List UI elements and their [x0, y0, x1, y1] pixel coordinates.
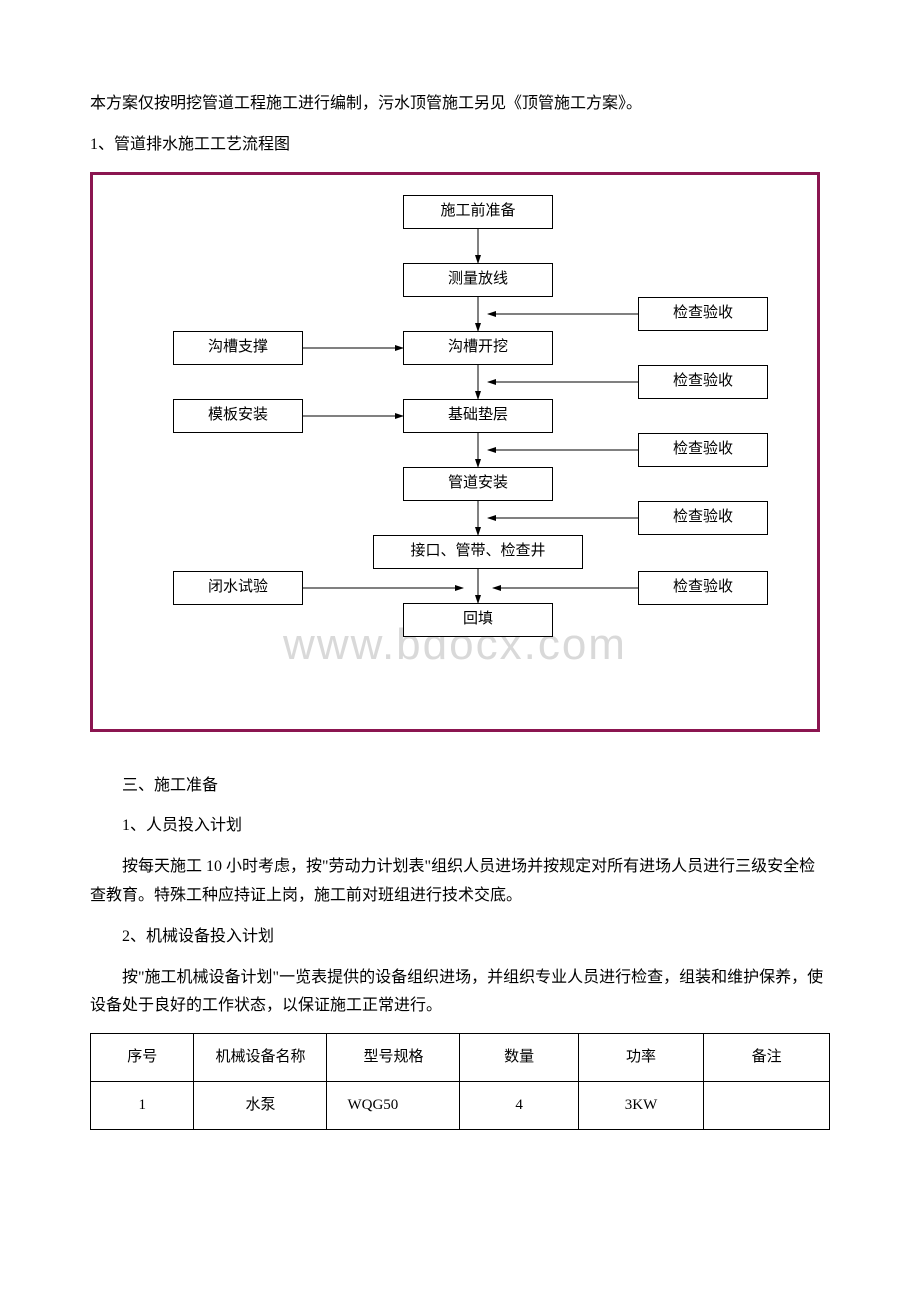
col-seq: 序号 [91, 1034, 194, 1082]
cell-power: 3KW [578, 1082, 704, 1130]
intro-paragraph: 本方案仅按明挖管道工程施工进行编制，污水顶管施工另见《顶管施工方案》。 [90, 90, 830, 119]
flow-node-survey: 测量放线 [403, 263, 553, 297]
flow-node-inspect-5: 检查验收 [638, 571, 768, 605]
flow-node-inspect-3: 检查验收 [638, 433, 768, 467]
cell-remark [704, 1082, 830, 1130]
section3-heading: 三、施工准备 [90, 772, 830, 801]
section3-2-body: 按"施工机械设备计划"一览表提供的设备组织进场，并组织专业人员进行检查，组装和维… [90, 964, 830, 1022]
col-power: 功率 [578, 1034, 704, 1082]
cell-model: WQG50 [327, 1082, 460, 1130]
flow-node-pipe: 管道安装 [403, 467, 553, 501]
flow-node-joint: 接口、管带、检查井 [373, 535, 583, 569]
flowchart-container: www.bdocx.com 施工前准备 测量放线 沟槽开挖 基础垫层 管道安装 … [90, 172, 820, 732]
section1-title: 1、管道排水施工工艺流程图 [90, 131, 830, 160]
col-remark: 备注 [704, 1034, 830, 1082]
flow-node-inspect-4: 检查验收 [638, 501, 768, 535]
flow-node-formwork: 模板安装 [173, 399, 303, 433]
section3-1-body: 按每天施工 10 小时考虑，按"劳动力计划表"组织人员进场并按规定对所有进场人员… [90, 853, 830, 911]
flow-node-inspect-2: 检查验收 [638, 365, 768, 399]
flow-node-bedding: 基础垫层 [403, 399, 553, 433]
col-qty: 数量 [460, 1034, 578, 1082]
section3-1-title: 1、人员投入计划 [90, 812, 830, 841]
cell-seq: 1 [91, 1082, 194, 1130]
cell-name: 水泵 [194, 1082, 327, 1130]
col-model: 型号规格 [327, 1034, 460, 1082]
cell-qty: 4 [460, 1082, 578, 1130]
equipment-table: 序号 机械设备名称 型号规格 数量 功率 备注 1 水泵 WQG50 4 3KW [90, 1033, 830, 1130]
flow-node-watertest: 闭水试验 [173, 571, 303, 605]
flow-node-trench: 沟槽开挖 [403, 331, 553, 365]
col-name: 机械设备名称 [194, 1034, 327, 1082]
flow-node-inspect-1: 检查验收 [638, 297, 768, 331]
table-header-row: 序号 机械设备名称 型号规格 数量 功率 备注 [91, 1034, 830, 1082]
table-row: 1 水泵 WQG50 4 3KW [91, 1082, 830, 1130]
flow-node-prep: 施工前准备 [403, 195, 553, 229]
flow-node-backfill: 回填 [403, 603, 553, 637]
section3-2-title: 2、机械设备投入计划 [90, 923, 830, 952]
flow-node-shoring: 沟槽支撑 [173, 331, 303, 365]
